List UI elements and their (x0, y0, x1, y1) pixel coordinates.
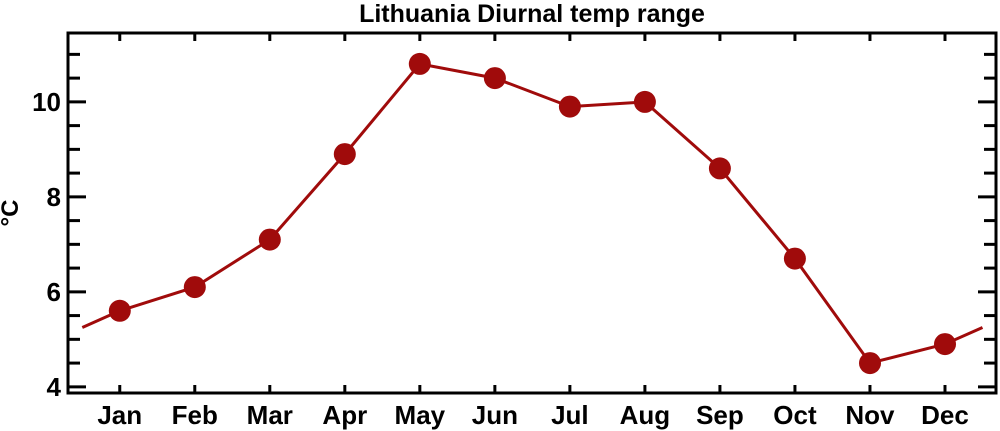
x-tick-label: Jul (551, 400, 589, 430)
y-tick-label: 8 (47, 182, 61, 212)
x-tick-label: Mar (247, 400, 293, 430)
data-point-dec (934, 333, 956, 356)
data-point-nov (859, 352, 881, 375)
y-axis-label: °C (0, 199, 24, 227)
data-point-sep (708, 157, 731, 180)
y-tick-label: 4 (47, 372, 62, 402)
data-point-apr (333, 143, 356, 166)
x-tick-label: May (395, 400, 446, 430)
x-tick-label: Jan (97, 400, 142, 430)
x-tick-label: Aug (620, 400, 671, 430)
data-point-mar (258, 228, 281, 251)
chart-title: Lithuania Diurnal temp range (359, 0, 705, 28)
x-tick-label: Sep (696, 400, 744, 430)
x-tick-label: Dec (921, 400, 969, 430)
x-tick-label: Oct (773, 400, 817, 430)
axis-box (66, 31, 998, 395)
y-tick-label: 6 (47, 277, 61, 307)
data-point-jun (483, 67, 506, 90)
data-point-oct (783, 247, 806, 270)
data-point-jan (108, 299, 131, 322)
temp-range-line (81, 62, 984, 365)
data-point-may (408, 52, 431, 75)
x-tick-label: Apr (322, 400, 367, 430)
y-tick-label: 10 (32, 87, 61, 117)
x-tick-label: Nov (845, 400, 895, 430)
x-tick-label: Feb (172, 400, 218, 430)
data-point-aug (633, 90, 656, 113)
data-point-jul (558, 95, 581, 118)
data-point-feb (183, 276, 206, 299)
x-tick-label: Jun (472, 400, 518, 430)
